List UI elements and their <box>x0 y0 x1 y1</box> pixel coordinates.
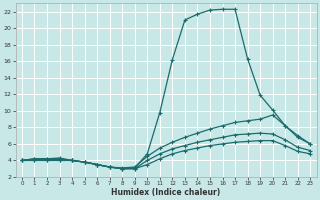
X-axis label: Humidex (Indice chaleur): Humidex (Indice chaleur) <box>111 188 221 197</box>
